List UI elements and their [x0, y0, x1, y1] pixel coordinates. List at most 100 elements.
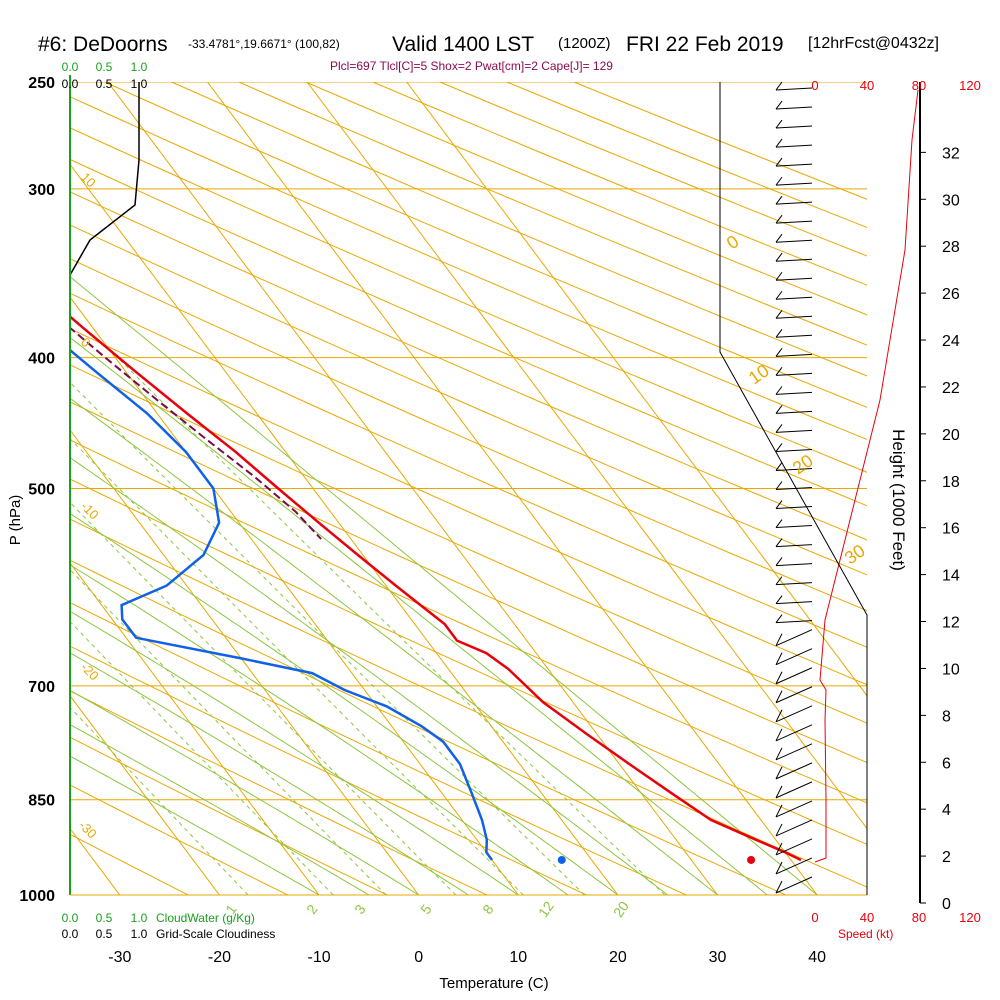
height-tick-label: 12	[942, 615, 960, 632]
wind-barb-feather	[775, 747, 783, 761]
mixing-ratio-line	[70, 501, 457, 895]
isotherm-line	[70, 694, 220, 895]
wind-barb-feather	[775, 519, 783, 528]
wind-barb-feather	[775, 633, 783, 646]
wind-barb-feather	[775, 823, 783, 837]
mixing-ratio-label: 12	[535, 898, 557, 920]
sounding-parameters: Plcl=697 Tlcl[C]=5 Shox=2 Pwat[cm]=2 Cap…	[330, 59, 613, 73]
wind-barb-shaft	[775, 391, 813, 395]
isotherm-line	[70, 163, 619, 895]
cloudiness-top-label: 0.0	[62, 77, 79, 91]
wind-barb-shaft	[775, 724, 813, 742]
wind-barb-shaft	[775, 258, 813, 262]
moist-adiabat	[70, 723, 370, 895]
cloudwater-bottom-label: 0.5	[96, 911, 113, 925]
dry-adiabat	[70, 364, 867, 724]
wind-speed-line	[814, 89, 919, 863]
wind-barb-shaft	[775, 686, 813, 704]
wind-barb-feather	[775, 785, 783, 799]
wind-barb-feather	[775, 329, 783, 338]
wind-barb-shaft	[775, 220, 813, 224]
wind-barb-feather	[775, 709, 783, 723]
x-tick-label: 40	[808, 949, 826, 966]
speed-bottom-label: 120	[959, 910, 981, 925]
height-tick-label: 20	[942, 427, 960, 444]
wind-barb-feather	[775, 119, 783, 129]
chart-grid	[70, 82, 867, 895]
wind-barb-shaft	[775, 163, 813, 167]
x-tick-label: -20	[208, 949, 231, 966]
adiabat-label: 10	[745, 360, 773, 388]
wind-barb-feather	[775, 290, 783, 300]
height-tick-label: 2	[942, 849, 951, 866]
dry-adiabat	[70, 645, 587, 895]
dry-adiabat	[70, 690, 488, 895]
x-tick-label: 20	[609, 949, 627, 966]
wind-barb-shaft	[775, 582, 813, 586]
parcel-profile	[70, 326, 322, 540]
wind-barb-shaft	[775, 762, 813, 780]
wind-barb-feather	[775, 671, 783, 684]
wind-barb-shaft	[775, 334, 813, 338]
moist-adiabat	[70, 397, 718, 895]
valid-date: FRI 22 Feb 2019	[626, 33, 784, 56]
dry-adiabat	[70, 224, 867, 576]
wind-barb-shaft	[775, 838, 813, 856]
cloudiness-bottom-label: 1.0	[131, 927, 148, 941]
height-tick-label: 16	[942, 521, 960, 538]
mixing-ratio-label: 2	[303, 901, 321, 917]
cloudwater-bottom-label: 1.0	[131, 911, 148, 925]
wind-barb-shaft	[775, 429, 813, 433]
temperature-profile	[70, 314, 802, 862]
wind-barb-shaft	[775, 781, 813, 799]
height-tick-label: 4	[942, 802, 951, 819]
wind-barb-shaft	[775, 857, 813, 875]
wind-barb-feather	[775, 481, 783, 490]
wind-barb-shaft	[775, 410, 813, 414]
dry-adiabat	[70, 258, 867, 612]
height-tick-label: 30	[942, 192, 960, 209]
wind-barb-shaft	[775, 819, 813, 837]
height-tick-label: 0	[942, 896, 951, 913]
mixing-ratio-label: 8	[479, 901, 497, 917]
wind-barb-shaft	[775, 525, 813, 529]
speed-bottom-label: 80	[912, 910, 926, 925]
moist-adiabat	[70, 689, 419, 895]
moist-adiabat	[70, 564, 569, 895]
wind-barbs	[775, 81, 813, 894]
pressure-tick-label: 300	[28, 182, 55, 199]
speed-bottom-label: 40	[860, 910, 874, 925]
wind-barb-feather	[775, 157, 783, 167]
wind-barb-feather	[775, 252, 783, 262]
wind-barb-feather	[775, 100, 783, 110]
dry-adiabat	[70, 401, 867, 764]
wind-barb-feather	[775, 652, 783, 665]
wind-barb-feather	[775, 386, 783, 395]
isotherm-label: -10	[78, 499, 102, 523]
dry-adiabat	[70, 736, 388, 895]
wind-barb-feather	[775, 271, 783, 281]
wind-barb-shaft	[775, 277, 813, 281]
height-tick-label: 26	[942, 286, 960, 303]
wind-barb-feather	[775, 348, 783, 357]
dry-adiabat	[104, 82, 867, 408]
header: #6: DeDoorns -33.4781°,19.6671° (100,82)…	[0, 0, 1000, 80]
wind-barb-shaft	[775, 800, 813, 818]
surface-dewpoint-point	[557, 855, 566, 864]
cloudwater-top-label: 0.5	[96, 60, 113, 74]
dry-adiabat	[70, 439, 867, 804]
height-tick-label: 32	[942, 145, 960, 162]
wind-barb-shaft	[775, 629, 813, 647]
wind-barb-shaft	[775, 106, 813, 110]
moist-adiabat	[70, 755, 320, 895]
adiabat-label: 30	[841, 540, 869, 568]
wind-barb-shaft	[775, 372, 813, 376]
moist-adiabat	[70, 610, 519, 895]
wind-barb-shaft	[775, 620, 813, 624]
cloudiness-top-label: 0.5	[96, 77, 113, 91]
mixing-ratio-label: 3	[351, 901, 369, 917]
cloudiness-bottom-label: 0.0	[62, 927, 79, 941]
wind-barb-shaft	[775, 487, 813, 490]
y-axis-title: P (hPa)	[7, 495, 24, 546]
mixing-ratio-label: 20	[610, 898, 632, 920]
